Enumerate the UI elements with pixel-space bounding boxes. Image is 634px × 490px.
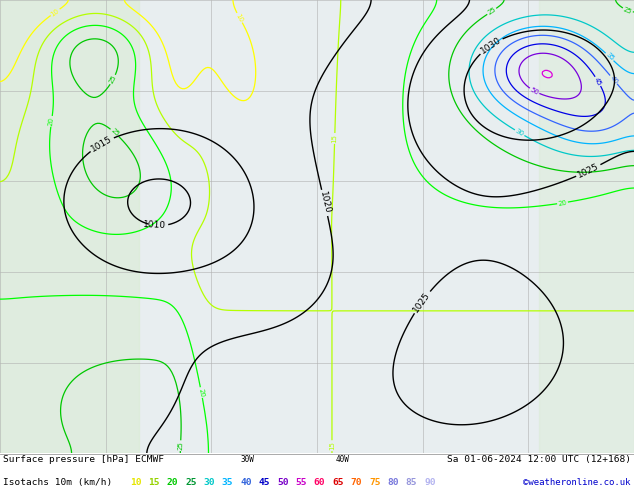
Text: 20: 20 <box>48 117 55 126</box>
Text: 10: 10 <box>235 12 244 23</box>
Text: 60: 60 <box>314 478 325 487</box>
Text: 1020: 1020 <box>318 191 332 215</box>
Text: 40W: 40W <box>335 455 349 464</box>
Text: 85: 85 <box>406 478 417 487</box>
Text: 25: 25 <box>108 74 118 85</box>
Text: Surface pressure [hPa] ECMWF: Surface pressure [hPa] ECMWF <box>3 455 164 464</box>
Text: 30: 30 <box>204 478 215 487</box>
Text: 15: 15 <box>148 478 160 487</box>
Text: 90: 90 <box>424 478 436 487</box>
Text: 25: 25 <box>623 6 633 15</box>
Text: 50: 50 <box>277 478 288 487</box>
Text: 1015: 1015 <box>89 134 114 154</box>
Text: 35: 35 <box>604 51 615 62</box>
Text: 45: 45 <box>259 478 270 487</box>
Text: 25: 25 <box>486 6 497 16</box>
Text: 25: 25 <box>110 127 120 138</box>
Text: 15: 15 <box>332 134 338 143</box>
Text: ©weatheronline.co.uk: ©weatheronline.co.uk <box>523 478 631 487</box>
Text: 55: 55 <box>295 478 307 487</box>
FancyBboxPatch shape <box>0 0 139 453</box>
Text: 1030: 1030 <box>479 35 503 56</box>
Text: 40: 40 <box>609 74 619 85</box>
Text: 1025: 1025 <box>576 162 600 180</box>
Text: 30W: 30W <box>240 455 254 464</box>
Text: 10: 10 <box>130 478 141 487</box>
Text: 20: 20 <box>558 199 567 207</box>
Text: 45: 45 <box>593 76 603 87</box>
Text: 10: 10 <box>49 7 60 17</box>
Text: 1010: 1010 <box>143 220 167 230</box>
Text: 80: 80 <box>387 478 399 487</box>
Text: Isotachs 10m (km/h): Isotachs 10m (km/h) <box>3 478 112 487</box>
Text: 65: 65 <box>332 478 344 487</box>
FancyBboxPatch shape <box>539 0 634 453</box>
Text: 40: 40 <box>240 478 252 487</box>
Text: 1025: 1025 <box>411 290 432 314</box>
Text: 75: 75 <box>369 478 380 487</box>
Text: 20: 20 <box>167 478 178 487</box>
Text: 30: 30 <box>514 128 525 138</box>
Text: Sa 01-06-2024 12:00 UTC (12+168): Sa 01-06-2024 12:00 UTC (12+168) <box>447 455 631 464</box>
Text: 70: 70 <box>351 478 362 487</box>
Text: 50: 50 <box>529 86 540 96</box>
Text: 20: 20 <box>198 388 205 397</box>
Text: 35: 35 <box>222 478 233 487</box>
Text: 25: 25 <box>178 441 184 450</box>
Text: 15: 15 <box>329 441 335 450</box>
Text: 25: 25 <box>185 478 197 487</box>
